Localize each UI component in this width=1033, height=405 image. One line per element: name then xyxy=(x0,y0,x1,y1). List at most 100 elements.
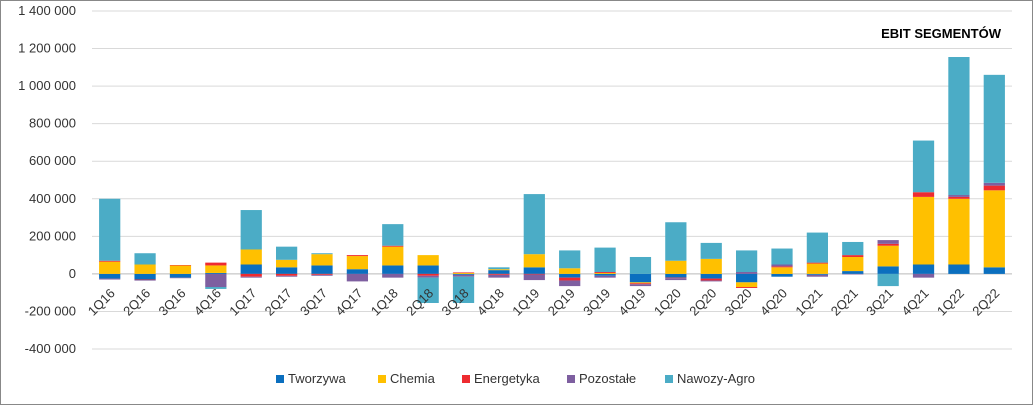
y-tick-label: 1 000 000 xyxy=(18,78,76,93)
bar-chemia-2q17 xyxy=(276,259,298,268)
bar-tworzywa-3q20 xyxy=(736,273,758,283)
bar-energetyka-1q20 xyxy=(665,277,687,279)
legend-swatch xyxy=(567,375,575,383)
bar-energetyka-1q16 xyxy=(99,260,121,262)
bar-chemia-1q22 xyxy=(948,198,970,265)
bar-nawozy-agro-4q18 xyxy=(488,267,510,270)
x-tick-label: 2Q21 xyxy=(828,286,861,319)
x-tick-label: 4Q16 xyxy=(191,286,224,319)
bar-energetyka-2q18 xyxy=(417,273,439,276)
bar-chemia-2q16 xyxy=(134,264,156,274)
bar-tworzywa-4q20 xyxy=(771,273,793,277)
bar-nawozy-agro-1q16 xyxy=(99,198,121,261)
bar-chemia-1q18 xyxy=(382,246,404,266)
bar-tworzywa-3q18 xyxy=(452,273,475,275)
x-tick-label: 1Q20 xyxy=(651,286,684,319)
bar-energetyka-1q19 xyxy=(523,273,545,275)
bar-tworzywa-3q19 xyxy=(594,273,616,276)
bar-pozosta-e-3q21 xyxy=(877,240,899,244)
x-tick-label: 2Q19 xyxy=(545,286,578,319)
bar-pozosta-e-2q19 xyxy=(559,280,581,287)
legend-swatch xyxy=(665,375,673,383)
bar-chemia-2q20 xyxy=(700,258,722,274)
x-tick-label: 3Q16 xyxy=(155,286,188,319)
bar-tworzywa-4q18 xyxy=(488,270,510,274)
x-tick-label: 1Q19 xyxy=(509,286,542,319)
bar-energetyka-1q21 xyxy=(806,262,828,264)
x-tick-label: 1Q22 xyxy=(934,286,967,319)
legend-label: Chemia xyxy=(390,371,436,386)
bar-pozosta-e-4q19 xyxy=(629,284,652,287)
y-tick-label: -200 000 xyxy=(25,303,76,318)
bar-stacks xyxy=(99,57,1005,303)
bar-pozosta-e-1q19 xyxy=(523,274,545,281)
bar-chemia-1q19 xyxy=(523,254,545,268)
bar-energetyka-2q17 xyxy=(276,273,298,276)
x-tick-label: 4Q19 xyxy=(615,286,648,319)
legend-swatch xyxy=(276,375,284,383)
bar-energetyka-1q17 xyxy=(240,273,262,277)
bar-tworzywa-2q19 xyxy=(559,273,581,278)
y-tick-label: 600 000 xyxy=(29,153,76,168)
bar-pozosta-e-1q21 xyxy=(806,274,828,277)
bar-nawozy-agro-1q21 xyxy=(806,232,828,263)
bar-energetyka-3q16 xyxy=(169,265,192,266)
bar-chemia-4q18 xyxy=(488,269,510,271)
y-tick-label: 1 400 000 xyxy=(18,3,76,18)
bar-nawozy-agro-3q20 xyxy=(736,250,758,273)
bar-pozosta-e-1q20 xyxy=(665,278,687,281)
y-tick-label: 800 000 xyxy=(29,116,76,131)
x-tick-label: 4Q17 xyxy=(332,286,365,319)
bar-tworzywa-2q17 xyxy=(276,267,298,274)
bar-tworzywa-2q20 xyxy=(700,273,722,279)
bar-pozosta-e-1q16 xyxy=(99,278,121,280)
bar-chemia-3q17 xyxy=(311,254,333,266)
x-tick-label: 4Q20 xyxy=(757,286,790,319)
bar-tworzywa-1q20 xyxy=(665,273,687,278)
bar-chemia-2q22 xyxy=(983,190,1005,268)
bar-tworzywa-3q21 xyxy=(877,266,899,274)
bar-energetyka-4q19 xyxy=(629,283,652,285)
y-tick-label: -400 000 xyxy=(25,341,76,356)
bar-tworzywa-2q22 xyxy=(983,267,1005,274)
bar-pozosta-e-4q21 xyxy=(912,273,935,278)
bar-chemia-1q21 xyxy=(806,263,828,274)
bar-nawozy-agro-1q17 xyxy=(240,210,262,250)
bar-energetyka-4q21 xyxy=(912,192,935,197)
bar-energetyka-2q16 xyxy=(134,279,156,281)
bar-chemia-3q16 xyxy=(169,265,192,274)
x-tick-label: 2Q16 xyxy=(120,286,153,319)
bar-energetyka-3q21 xyxy=(877,243,899,246)
bar-tworzywa-1q18 xyxy=(382,265,404,274)
bar-energetyka-2q19 xyxy=(559,277,581,281)
bar-chemia-4q17 xyxy=(346,256,368,270)
bar-nawozy-agro-4q20 xyxy=(771,248,793,265)
bar-nawozy-agro-2q19 xyxy=(559,250,581,269)
bar-nawozy-agro-2q16 xyxy=(134,253,156,265)
bar-pozosta-e-2q18 xyxy=(417,275,439,278)
chart-title: EBIT SEGMENTÓW xyxy=(881,26,1002,41)
legend-swatch xyxy=(378,375,386,383)
bar-energetyka-4q16 xyxy=(205,262,227,266)
bar-nawozy-agro-2q21 xyxy=(842,241,864,256)
bar-energetyka-1q18 xyxy=(382,245,404,247)
bar-nawozy-agro-4q16 xyxy=(205,287,227,289)
bar-nawozy-agro-3q18 xyxy=(452,276,475,303)
x-tick-label: 3Q19 xyxy=(580,286,613,319)
bar-pozosta-e-3q20 xyxy=(736,272,758,274)
y-tick-label: 200 000 xyxy=(29,228,76,243)
bar-nawozy-agro-4q21 xyxy=(912,140,935,193)
y-tick-label: 400 000 xyxy=(29,191,76,206)
bar-pozosta-e-3q19 xyxy=(594,275,616,278)
bar-pozosta-e-1q17 xyxy=(240,276,262,278)
bar-pozosta-e-2q16 xyxy=(134,280,156,281)
bar-chemia-3q19 xyxy=(594,272,616,274)
bar-nawozy-agro-4q19 xyxy=(629,256,652,274)
bar-pozosta-e-3q18 xyxy=(452,274,475,277)
bar-tworzywa-3q16 xyxy=(169,273,192,278)
legend-label: Nawozy-Agro xyxy=(677,371,755,386)
bar-chemia-2q21 xyxy=(842,256,864,272)
bar-tworzywa-3q17 xyxy=(311,265,333,274)
bar-pozosta-e-2q22 xyxy=(983,182,1005,186)
